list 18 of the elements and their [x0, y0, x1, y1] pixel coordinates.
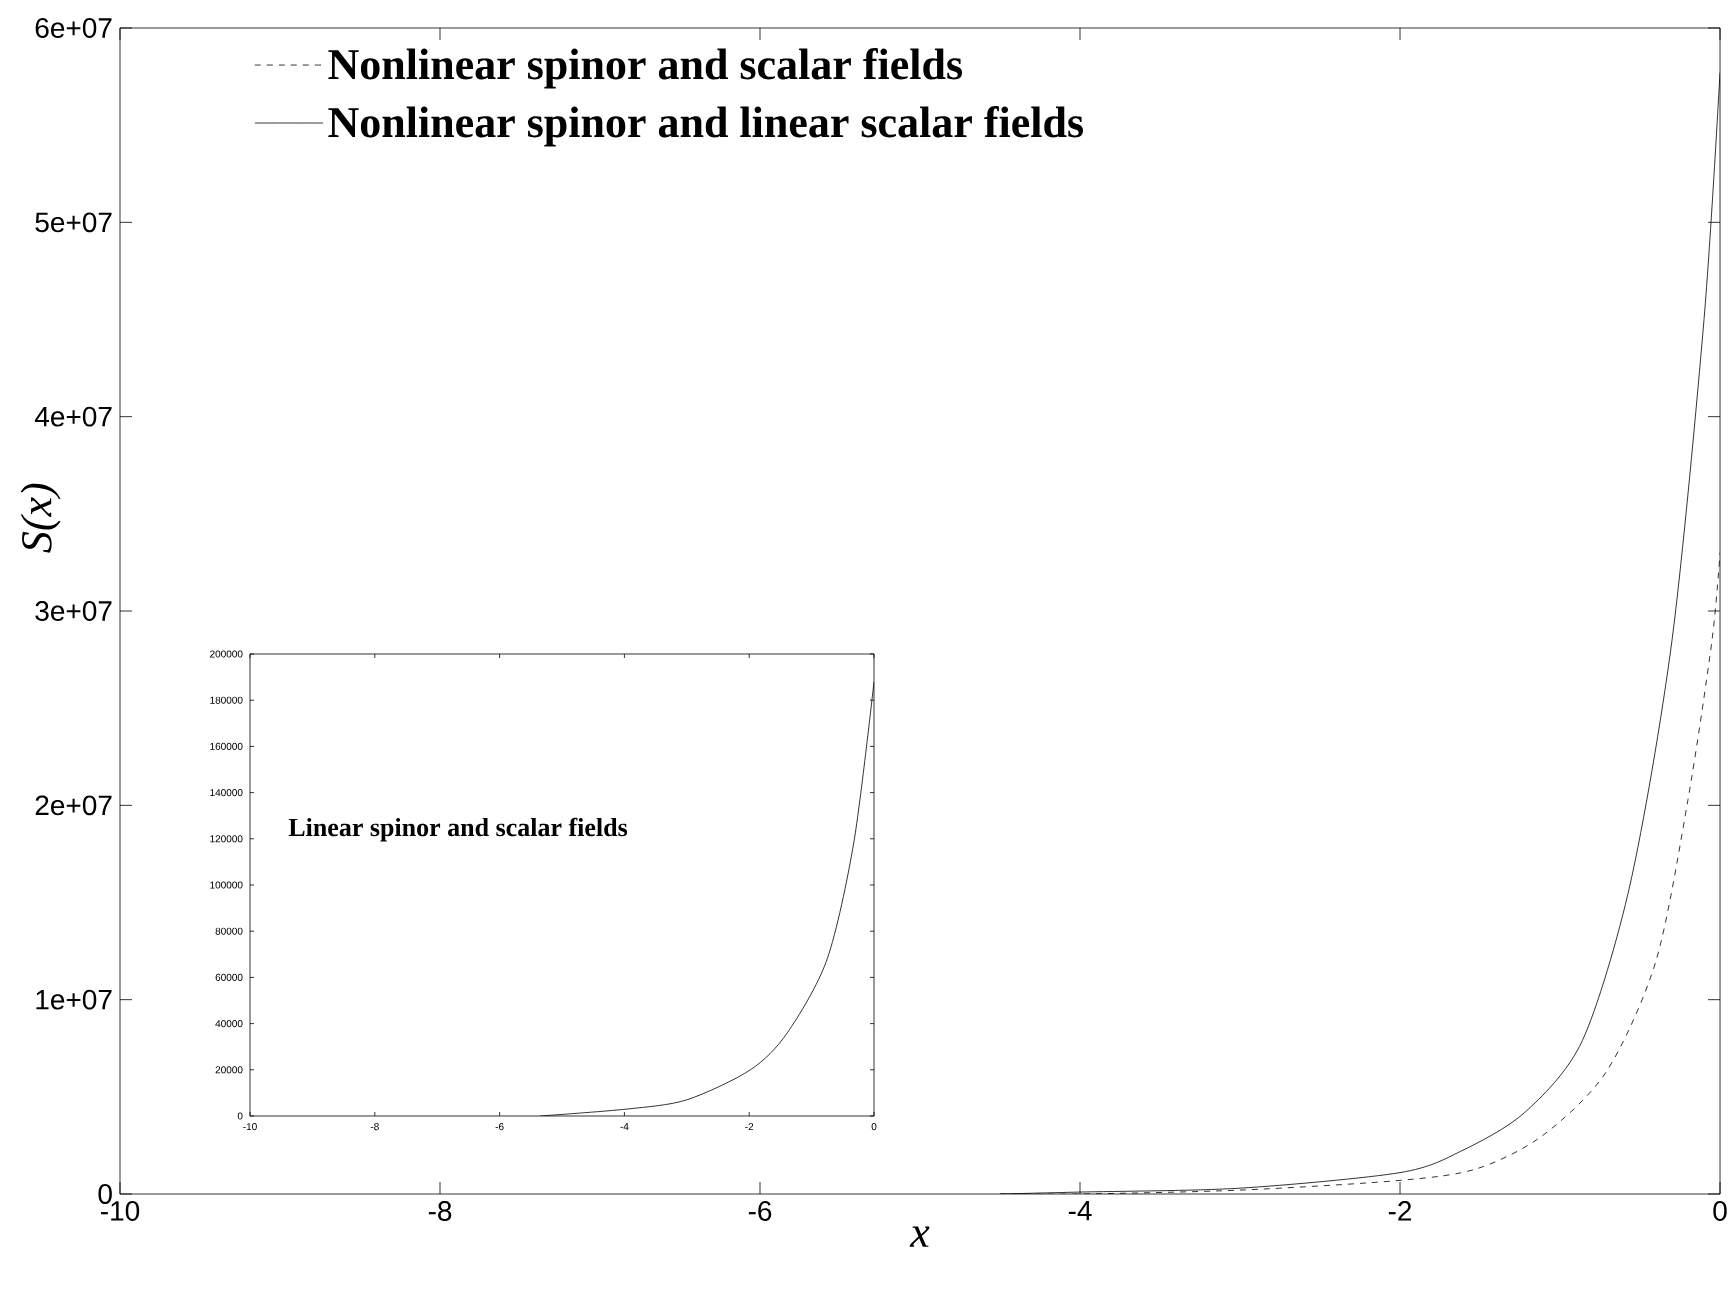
x-tick-label: -2 [1388, 1201, 1412, 1221]
legend-label: Nonlinear spinor and linear scalar fields [328, 106, 1084, 147]
y-tick-label: 4e+07 [34, 406, 112, 427]
y-tick-label: 2e+07 [35, 795, 112, 816]
y-tick-label: 1e+07 [36, 989, 112, 1010]
x-tick-label: -8 [428, 1201, 452, 1221]
legend-label: Nonlinear spinor and scalar fields [328, 48, 963, 89]
annotation: Linear spinor and scalar fields [288, 817, 628, 842]
x-axis-title: x [909, 1226, 930, 1247]
x-tick-label: 0 [1713, 1201, 1727, 1221]
x-tick-label: -10 [101, 1201, 140, 1221]
x-tick-label: -4 [1068, 1201, 1092, 1221]
y-axis-title: S(x) [20, 483, 61, 553]
y-tick-label: 5e+07 [35, 212, 112, 233]
y-tick-label: 3e+07 [35, 601, 112, 621]
y-tick-label: 0 [98, 1184, 112, 1204]
x-tick-label: -6 [748, 1201, 772, 1221]
y-tick-label: 6e+07 [35, 18, 112, 38]
